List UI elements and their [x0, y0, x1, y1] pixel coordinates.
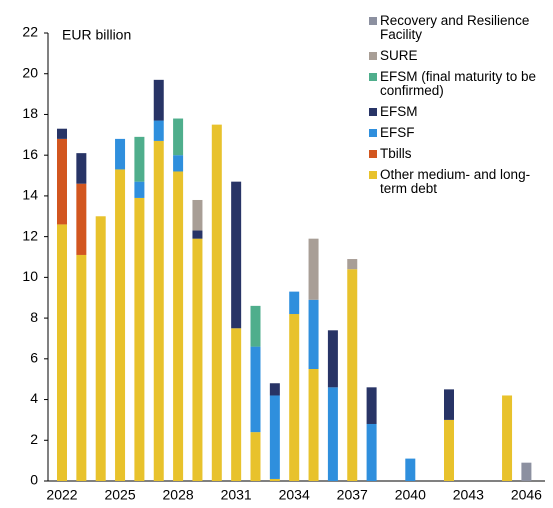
bar-segment [192, 238, 203, 481]
bar-segment [173, 118, 184, 156]
legend-swatch [369, 150, 377, 158]
y-tick-label: 18 [22, 105, 38, 121]
annotation: EUR billion [62, 27, 131, 43]
y-tick-label: 14 [22, 187, 38, 203]
y-tick-label: 6 [30, 350, 38, 366]
legend-item: EFSM (final maturity to be confirmed) [369, 70, 549, 98]
bar-segment [444, 389, 454, 420]
bar-segment [269, 478, 280, 481]
bar-segment [57, 224, 67, 481]
bar-segment [76, 183, 87, 255]
bar-segment [76, 254, 87, 481]
y-tick-label: 4 [30, 390, 38, 406]
bar-segment [250, 305, 261, 347]
x-tick-label: 2025 [104, 487, 135, 503]
bar-segment [366, 387, 377, 424]
x-tick-label: 2046 [511, 487, 542, 503]
legend-label: EFSF [380, 125, 415, 140]
bar-segment [366, 423, 377, 481]
legend-label: Other medium- and long-term debt [380, 167, 531, 196]
bar-segment [173, 155, 184, 172]
bar-segment [153, 79, 164, 121]
legend-swatch [369, 73, 377, 81]
legend-swatch [369, 52, 377, 60]
legend-swatch [369, 129, 377, 137]
y-tick-label: 16 [22, 146, 38, 162]
bar-segment [76, 153, 87, 184]
legend-label: EFSM (final maturity to be confirmed) [380, 69, 537, 98]
bar-segment [405, 458, 416, 481]
y-tick-label: 12 [22, 227, 38, 243]
legend-label: Recovery and Resilience Facility [380, 13, 530, 42]
bar-segment [95, 216, 106, 482]
legend-item: EFSF [369, 126, 549, 140]
bar-segment [502, 395, 513, 481]
legend-item: SURE [369, 49, 549, 63]
bar-segment [250, 432, 261, 481]
bar-segment [192, 199, 203, 231]
legend-label: SURE [380, 48, 418, 63]
bar-segment [57, 138, 67, 225]
bar-segment [173, 171, 184, 482]
y-tick-label: 0 [30, 472, 38, 488]
x-tick-label: 2037 [337, 487, 368, 503]
legend-item: Recovery and Resilience Facility [369, 14, 549, 42]
y-tick-label: 2 [30, 431, 38, 447]
bar-segment [347, 269, 358, 481]
y-tick-label: 22 [22, 24, 38, 40]
bar-segment [231, 328, 242, 481]
bar-segment [134, 197, 145, 482]
legend-label: Tbills [380, 146, 412, 161]
bar-segment [211, 124, 222, 482]
x-tick-label: 2040 [395, 487, 426, 503]
bar-segment [521, 462, 532, 481]
y-tick-label: 20 [22, 64, 38, 80]
bar-segment [134, 181, 145, 198]
bar-segment [115, 169, 126, 481]
bar-segment [444, 419, 454, 481]
bar-segment [115, 138, 126, 170]
x-tick-label: 2028 [163, 487, 194, 503]
x-tick-label: 2043 [453, 487, 484, 503]
legend-swatch [369, 108, 377, 116]
bar-segment [153, 120, 164, 141]
bar-segment [347, 259, 358, 270]
y-tick-label: 10 [22, 268, 38, 284]
x-tick-label: 2022 [46, 487, 77, 503]
x-tick-label: 2031 [221, 487, 252, 503]
bar-segment [134, 136, 145, 182]
legend-item: EFSM [369, 105, 549, 119]
legend-swatch [369, 17, 377, 25]
bar-segment [57, 128, 67, 139]
bar-segment [192, 230, 203, 239]
bar-segment [308, 238, 319, 300]
bar-segment [308, 369, 319, 481]
legend-label: EFSM [380, 104, 418, 119]
legend-swatch [369, 171, 377, 179]
bar-segment [231, 181, 242, 329]
bar-segment [327, 387, 338, 481]
bar-segment [269, 395, 280, 479]
legend-item: Tbills [369, 147, 549, 161]
bar-segment [153, 140, 164, 481]
bar-segment [269, 383, 280, 396]
legend-item: Other medium- and long-term debt [369, 168, 549, 196]
x-tick-label: 2034 [279, 487, 310, 503]
bar-segment [289, 314, 300, 481]
bar-segment [250, 346, 261, 433]
y-tick-label: 8 [30, 309, 38, 325]
bar-segment [327, 330, 338, 388]
bar-segment [308, 299, 319, 369]
legend: Recovery and Resilience Facility SURE EFSM… [369, 14, 549, 203]
bar-segment [289, 291, 300, 315]
